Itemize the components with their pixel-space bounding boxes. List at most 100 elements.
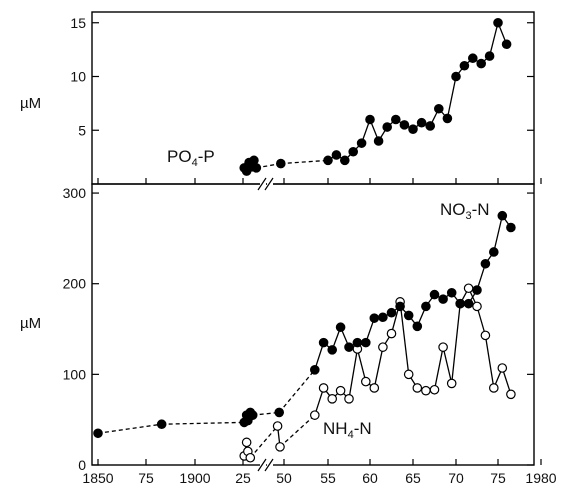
no3-n-point [395, 301, 405, 312]
series-label-nh4-n: NH4-N [323, 419, 372, 441]
nh4-n-point [245, 452, 256, 463]
nh4-n-point [360, 376, 371, 387]
po4-p-point [408, 124, 418, 134]
top-panel-frame [91, 11, 535, 185]
po4-p-point [425, 121, 435, 131]
nh4-n-segment [373, 347, 384, 389]
po4-p-point [484, 51, 495, 61]
bottom-y-axis-label: µM [20, 315, 41, 332]
no3-n-point [488, 247, 499, 257]
bottom-panel-frame [91, 183, 535, 466]
nh4-n-point [438, 342, 448, 352]
x-tick-label: 1980 [525, 470, 556, 486]
top-axis-break-mark [257, 177, 267, 191]
nh4-n-point [327, 394, 337, 404]
nh4-n-point [378, 342, 388, 352]
top-axis-break-gap [267, 178, 273, 190]
x-tick-label: 1850 [82, 470, 113, 486]
series-label-po4-p: PO4-P [167, 147, 215, 169]
nh4-n-point [335, 385, 346, 396]
top-y-axis-label: µM [20, 95, 41, 112]
nh4-n-point [309, 410, 320, 420]
x-tick-label: 1900 [179, 470, 210, 486]
po4-p-point [501, 39, 512, 50]
bottom-axis-break-gap [267, 459, 273, 471]
no3-n-point [403, 310, 414, 321]
bottom-y-tick-label: 300 [63, 185, 87, 201]
no3-n-point [438, 294, 448, 304]
bottom-y-tick-label: 0 [78, 457, 86, 473]
no3-n-point [360, 337, 371, 348]
nh4-n-segment [356, 348, 367, 382]
nh4-n-point [241, 437, 252, 448]
no3-n-point [369, 313, 380, 323]
po4-p-point [476, 58, 486, 69]
po4-p-point [442, 113, 453, 124]
nh4-n-point [463, 283, 474, 294]
po4-p-point [251, 163, 262, 173]
x-tick-label: 75 [490, 470, 506, 486]
nh4-n-segment [451, 303, 461, 384]
bottom-axis-break-mark [257, 458, 267, 472]
nh4-n-point [386, 328, 397, 339]
top-y-tick-label: 10 [70, 69, 86, 85]
no3-n-point [421, 301, 431, 312]
no3-n-point [386, 307, 397, 318]
no3-n-point [318, 337, 329, 348]
po4-p-point [433, 103, 444, 114]
no3-n-point [455, 298, 465, 309]
po4-p-point [416, 117, 427, 128]
po4-p-segment [488, 22, 499, 57]
no3-n-point [412, 321, 423, 332]
nh4-n-segment [348, 348, 359, 399]
po4-p-point [467, 53, 478, 64]
no3-n-point [429, 289, 440, 300]
nh4-n-point [369, 383, 380, 393]
x-tick-label: 55 [320, 470, 336, 486]
nh4-n-point [429, 384, 440, 395]
top-axis-break-gap [260, 178, 266, 190]
x-tick-label: 70 [448, 470, 464, 486]
no3-n-segment [161, 421, 245, 425]
po4-p-point [493, 17, 503, 28]
no3-n-segment [493, 215, 503, 253]
po4-p-point [373, 136, 384, 146]
no3-n-point [506, 222, 516, 233]
po4-p-segment [446, 76, 457, 119]
bottom-axis-break-gap [260, 459, 266, 471]
nh4-n-point [344, 394, 354, 404]
po4-p-point [331, 150, 342, 160]
series-label-no3-n: NO3-N [440, 200, 490, 222]
no3-n-point [352, 337, 363, 348]
nh4-n-point [403, 369, 414, 380]
po4-p-point [356, 138, 367, 148]
top-y-tick-label: 5 [78, 122, 86, 138]
no3-n-point [309, 365, 320, 375]
no3-n-point [446, 287, 457, 298]
po4-p-point [390, 114, 401, 125]
nh4-n-point [421, 385, 431, 396]
nh4-n-segment [442, 347, 453, 384]
no3-n-point [327, 345, 337, 355]
po4-p-segment [280, 159, 329, 165]
po4-p-point [399, 120, 410, 130]
nh4-n-segment [279, 414, 316, 448]
nh4-n-point [275, 442, 285, 452]
no3-n-segment [278, 369, 316, 413]
no3-n-point [463, 298, 474, 309]
po4-p-point [451, 71, 461, 82]
no3-n-point [497, 210, 508, 221]
no3-n-point [344, 342, 354, 352]
nh4-n-point [272, 421, 283, 431]
nh4-n-point [472, 301, 482, 312]
no3-n-point [480, 258, 491, 269]
x-tick-label: 50 [276, 470, 292, 486]
no3-n-point [93, 428, 103, 439]
nh4-n-segment [433, 347, 444, 390]
no3-n-point [247, 410, 258, 420]
nh4-n-point [318, 383, 329, 393]
nh4-n-segment [484, 335, 495, 389]
po4-p-point [275, 158, 286, 169]
nh4-n-point [497, 363, 508, 373]
nh4-n-segment [476, 306, 487, 336]
